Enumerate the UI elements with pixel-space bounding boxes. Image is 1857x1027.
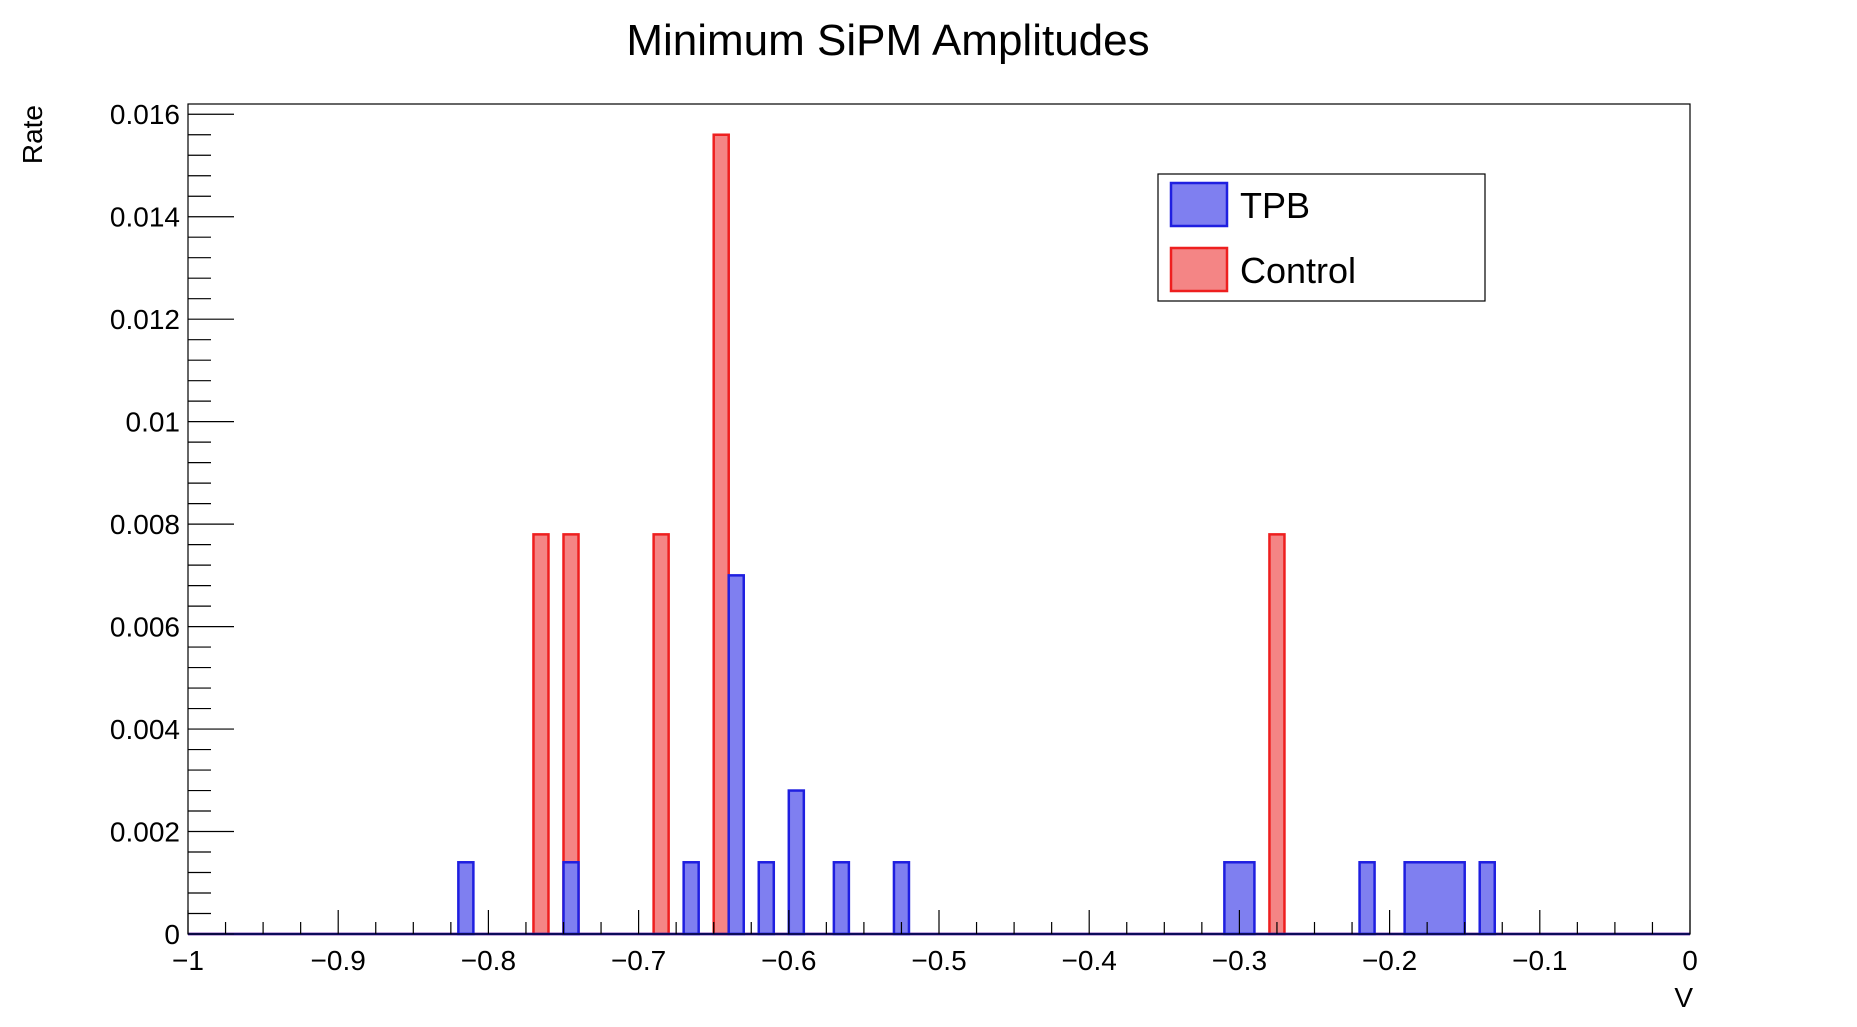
x-tick-label: −0.1: [1512, 945, 1567, 976]
x-tick-label: −0.8: [461, 945, 516, 976]
x-tick-label: −0.9: [311, 945, 366, 976]
x-tick-label: −0.4: [1062, 945, 1117, 976]
legend: TPB Control: [1157, 173, 1486, 302]
y-tick-label: 0.012: [110, 304, 180, 335]
bar-tpb-10: [1403, 861, 1466, 936]
bar-tpb-2: [682, 861, 700, 936]
x-tick-label: −0.2: [1362, 945, 1417, 976]
bar-control-4: [1268, 533, 1286, 936]
bar-control-2: [652, 533, 670, 936]
y-tick-label: 0.008: [110, 509, 180, 540]
bar-tpb-1: [562, 861, 580, 936]
x-tick-label: −1: [172, 945, 204, 976]
bar-tpb-4: [757, 861, 776, 936]
legend-swatch-tpb: [1169, 181, 1229, 228]
x-tick-label: −0.5: [911, 945, 966, 976]
y-axis-label: Rate: [17, 105, 48, 164]
legend-label-control: Control: [1240, 250, 1356, 291]
bars-layer: [188, 133, 1690, 936]
bar-tpb-6: [832, 861, 851, 936]
legend-swatch-control: [1169, 246, 1229, 293]
x-tick-label: −0.3: [1212, 945, 1267, 976]
axes-layer: −1 −0.9 −0.8 −0.7 −0.6 −0.5 −0.4 −0.3 −0.2 −0.1 0 0…: [110, 99, 1698, 976]
y-tick-label: 0.01: [126, 407, 181, 438]
x-tick-label: 0: [1682, 945, 1698, 976]
y-tick-label: 0: [164, 919, 180, 950]
x-axis-label: V: [1674, 982, 1693, 1013]
bar-tpb-0: [457, 861, 475, 936]
y-tick-label: 0.016: [110, 99, 180, 130]
bar-tpb-3: [727, 574, 745, 936]
x-tick-label: −0.6: [761, 945, 816, 976]
bar-tpb-9: [1358, 861, 1376, 936]
bar-control-0: [532, 533, 550, 936]
x-tick-label: −0.7: [611, 945, 666, 976]
chart-title: Minimum SiPM Amplitudes: [626, 16, 1149, 65]
y-tick-label: 0.004: [110, 714, 180, 745]
bar-tpb-5: [787, 789, 806, 936]
bar-control-3: [712, 133, 730, 936]
bar-tpb-11: [1478, 861, 1496, 936]
y-tick-label: 0.006: [110, 612, 180, 643]
y-tick-label: 0.014: [110, 202, 180, 233]
legend-label-tpb: TPB: [1240, 185, 1310, 226]
y-tick-label: 0.002: [110, 817, 180, 848]
